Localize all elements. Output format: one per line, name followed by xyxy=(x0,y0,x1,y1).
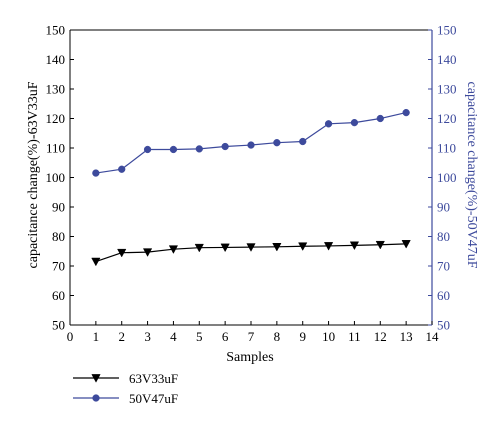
legend-item: 50V47uF xyxy=(73,391,178,406)
axes-group xyxy=(69,29,433,326)
data-point xyxy=(142,248,153,257)
x-tick-label: 6 xyxy=(222,329,229,344)
y-right-tick-label: 130 xyxy=(437,82,457,97)
data-point xyxy=(324,120,333,128)
data-point xyxy=(195,145,203,153)
y-right-tick-label: 100 xyxy=(437,170,457,185)
data-point xyxy=(221,142,229,151)
x-tick-label: 2 xyxy=(118,329,125,344)
data-point xyxy=(402,108,410,117)
data-point xyxy=(273,139,281,147)
data-point xyxy=(92,169,100,177)
ticks-group: 0 1 2 3 4 5 6 7 8 9 10 11 12 13 1450607080901001101201… xyxy=(46,23,457,345)
data-point xyxy=(375,240,385,250)
x-tick-label: 5 xyxy=(196,329,203,344)
y-right-tick-label: 60 xyxy=(437,288,450,303)
y-left-tick-label: 50 xyxy=(52,318,65,333)
y-axis-left-label: capacitance change(%)-63V33uF xyxy=(26,81,41,268)
data-point xyxy=(220,243,230,253)
y-right-tick-label: 50 xyxy=(437,318,450,333)
x-tick-label: 14 xyxy=(426,329,440,344)
data-point xyxy=(298,242,308,251)
legend-marker xyxy=(92,394,100,402)
data-point xyxy=(194,243,204,253)
x-tick-label: 13 xyxy=(400,329,413,344)
x-tick-label: 1 xyxy=(93,329,100,344)
data-point xyxy=(323,242,334,251)
y-right-tick-label: 140 xyxy=(437,52,457,67)
y-left-tick-label: 120 xyxy=(46,111,66,126)
data-point xyxy=(401,240,411,249)
y-right-tick-label: 120 xyxy=(437,111,457,126)
data-point xyxy=(169,145,178,154)
x-tick-label: 0 xyxy=(67,329,74,344)
y-axis-right-label: capacitance change(%)-50V47uF xyxy=(464,82,479,269)
y-right-tick-label: 110 xyxy=(437,141,456,156)
data-point xyxy=(246,243,256,252)
legend-label: 50V47uF xyxy=(129,391,178,406)
legend-item: 63V33uF xyxy=(73,371,178,386)
x-tick-label: 8 xyxy=(274,329,281,344)
y-left-tick-label: 90 xyxy=(52,200,65,215)
y-left-tick-label: 60 xyxy=(52,288,65,303)
data-point xyxy=(272,243,282,252)
y-left-tick-label: 80 xyxy=(52,229,65,244)
data-point xyxy=(376,114,384,123)
x-tick-label: 9 xyxy=(299,329,306,344)
data-point xyxy=(143,145,152,154)
y-right-tick-label: 150 xyxy=(437,23,457,38)
data-point xyxy=(118,165,126,173)
data-point xyxy=(247,141,255,149)
x-tick-label: 12 xyxy=(374,329,387,344)
y-left-tick-label: 70 xyxy=(52,259,65,274)
data-point xyxy=(299,137,307,146)
legend-marker xyxy=(91,374,101,383)
data-point xyxy=(117,248,127,258)
y-left-tick-label: 140 xyxy=(46,52,66,67)
y-right-tick-label: 70 xyxy=(437,259,450,274)
y-left-tick-label: 130 xyxy=(46,82,66,97)
y-left-tick-label: 150 xyxy=(46,23,66,38)
series-63V33uF xyxy=(91,240,411,267)
data-point xyxy=(349,241,360,251)
x-tick-label: 11 xyxy=(348,329,361,344)
x-tick-label: 10 xyxy=(322,329,335,344)
data-point xyxy=(350,118,359,127)
y-right-tick-label: 80 xyxy=(437,229,450,244)
x-tick-label: 7 xyxy=(248,329,255,344)
y-left-tick-label: 110 xyxy=(46,141,65,156)
legend: 63V33uF 50V47uF xyxy=(73,371,178,406)
series-50V47uF xyxy=(92,108,410,177)
data-point xyxy=(91,257,101,267)
y-right-tick-label: 90 xyxy=(437,200,450,215)
x-tick-label: 3 xyxy=(144,329,151,344)
legend-label: 63V33uF xyxy=(129,371,178,386)
x-tick-label: 4 xyxy=(170,329,177,344)
series-group xyxy=(91,108,411,267)
data-point xyxy=(168,245,179,254)
x-axis-label: Samples xyxy=(226,350,273,365)
y-left-tick-label: 100 xyxy=(46,170,66,185)
